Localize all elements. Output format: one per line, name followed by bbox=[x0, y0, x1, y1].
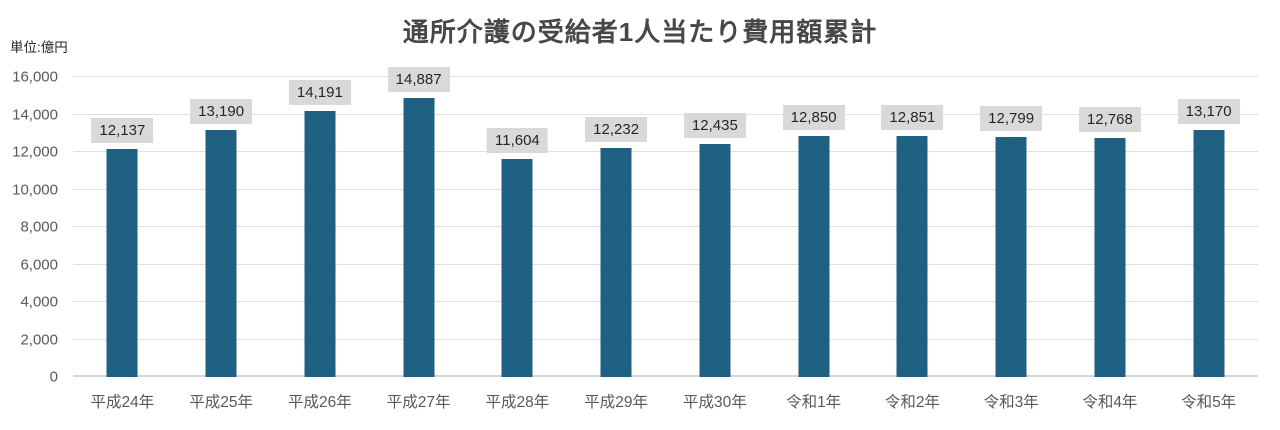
y-tick-label: 10,000 bbox=[12, 181, 58, 198]
y-tick-label: 4,000 bbox=[20, 293, 58, 311]
bar-value-label: 12,768 bbox=[1078, 106, 1141, 132]
bar bbox=[106, 149, 138, 377]
x-axis-line bbox=[73, 375, 1258, 377]
bar-value-label: 12,851 bbox=[881, 105, 944, 131]
x-tick-label: 平成24年 bbox=[90, 394, 155, 411]
y-tick-label: 6,000 bbox=[20, 256, 58, 273]
x-tick-label: 平成28年 bbox=[485, 394, 550, 411]
y-tick-label: 16,000 bbox=[12, 68, 58, 86]
bar bbox=[896, 136, 928, 377]
bar-column: 14,887 bbox=[369, 66, 468, 377]
bar-value-label: 12,850 bbox=[782, 105, 845, 131]
x-tick-label: 平成29年 bbox=[584, 394, 648, 411]
chart-title: 通所介護の受給者1人当たり費用額累計 bbox=[402, 17, 878, 47]
bar bbox=[995, 137, 1027, 377]
unit-label: 単位:億円 bbox=[10, 40, 68, 55]
gridline bbox=[73, 338, 1258, 340]
gridline bbox=[73, 301, 1258, 302]
x-tick-label: 平成25年 bbox=[189, 394, 253, 411]
x-tick-label: 平成30年 bbox=[683, 394, 747, 411]
x-axis: 平成24年 平成25年 平成26年 平成27年 平成28年 平成29年 平成30年 令和1年 令… bbox=[73, 390, 1258, 412]
bar-value-label: 12,232 bbox=[585, 116, 648, 142]
bar bbox=[600, 147, 632, 377]
x-tick-label: 令和5年 bbox=[1181, 394, 1237, 411]
gridline bbox=[73, 113, 1258, 115]
gridline bbox=[73, 188, 1258, 190]
x-tick-label: 令和2年 bbox=[884, 394, 940, 411]
bar-column: 11,604 bbox=[468, 77, 567, 377]
y-axis: 0 2,000 4,000 6,000 8,000 10,000 12,000 14,000 1… bbox=[0, 69, 58, 386]
bar-column: 12,799 bbox=[962, 77, 1061, 377]
x-tick-label: 平成26年 bbox=[288, 394, 352, 411]
bar-column: 13,190 bbox=[172, 77, 271, 377]
bar-value-label: 14,191 bbox=[288, 79, 351, 105]
gridline bbox=[73, 263, 1258, 265]
bar-column: 14,191 bbox=[271, 77, 370, 377]
bar-value-label: 12,799 bbox=[980, 106, 1043, 132]
x-tick-label: 令和3年 bbox=[983, 394, 1039, 411]
y-tick-label: 14,000 bbox=[12, 106, 58, 123]
bar bbox=[205, 129, 237, 377]
gridline bbox=[73, 151, 1258, 152]
bar-column: 12,232 bbox=[567, 77, 666, 377]
gridline bbox=[73, 76, 1258, 77]
gridline bbox=[73, 226, 1258, 227]
plot-area: 12,137 13,190 14,191 14,887 11,604 12,232 12,4… bbox=[73, 66, 1258, 377]
bar bbox=[699, 143, 731, 377]
bar bbox=[304, 110, 336, 377]
bar-value-label: 13,170 bbox=[1177, 99, 1240, 125]
y-tick-label: 12,000 bbox=[12, 143, 58, 161]
bar-value-label: 14,887 bbox=[387, 66, 450, 92]
bar bbox=[501, 159, 533, 377]
bar-column: 12,851 bbox=[863, 77, 962, 377]
x-tick-label: 令和4年 bbox=[1082, 394, 1138, 411]
y-tick-label: 2,000 bbox=[20, 331, 58, 348]
y-tick-label: 0 bbox=[49, 368, 58, 386]
bars-container: 12,137 13,190 14,191 14,887 11,604 12,232 12,4… bbox=[73, 66, 1258, 377]
bar-column: 13,170 bbox=[1159, 77, 1258, 377]
bar-column: 12,850 bbox=[764, 77, 863, 377]
bar-value-label: 12,137 bbox=[91, 118, 154, 144]
y-tick-label: 8,000 bbox=[20, 218, 58, 236]
bar-value-label: 11,604 bbox=[486, 128, 548, 154]
bar-value-label: 12,435 bbox=[683, 112, 746, 138]
bar-value-label: 13,190 bbox=[190, 98, 253, 124]
bar bbox=[798, 136, 830, 377]
x-tick-label: 平成27年 bbox=[386, 394, 451, 411]
bar bbox=[403, 97, 435, 377]
bar-column: 12,768 bbox=[1061, 77, 1160, 377]
bar-column: 12,435 bbox=[666, 77, 765, 377]
bar bbox=[1193, 130, 1225, 377]
bar bbox=[1094, 137, 1126, 377]
bar-column: 12,137 bbox=[73, 77, 172, 377]
x-tick-label: 令和1年 bbox=[786, 394, 842, 411]
